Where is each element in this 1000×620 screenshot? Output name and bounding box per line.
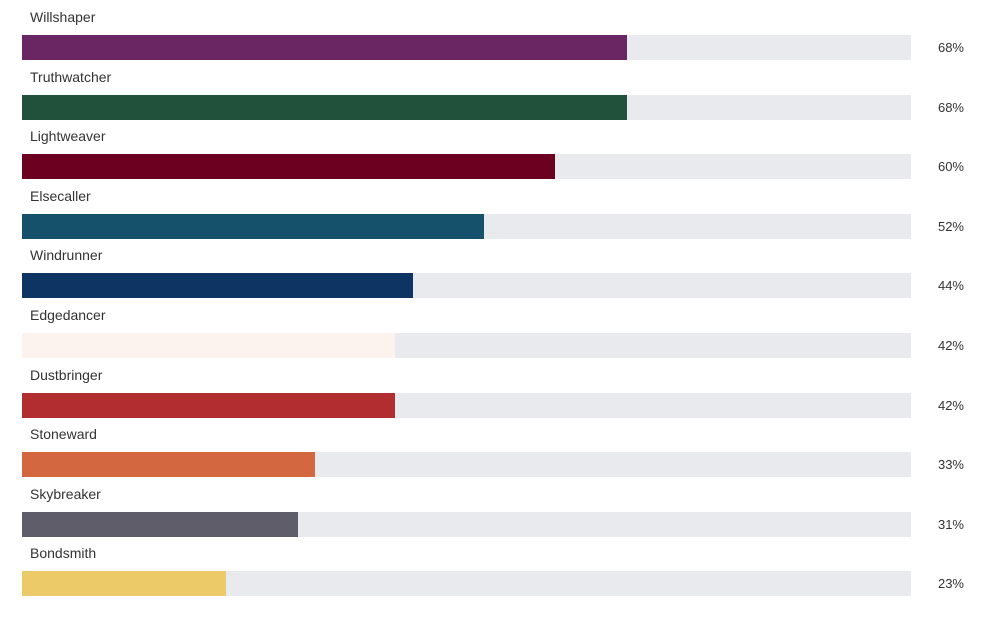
- bar-track: [22, 452, 911, 478]
- bar-track: [22, 273, 911, 299]
- category-label: Stoneward: [30, 426, 97, 443]
- bar-track: [22, 35, 911, 60]
- bar-row: Bondsmith 23%: [0, 536, 1000, 597]
- bar: [22, 35, 627, 60]
- bar: [22, 452, 316, 478]
- bar-track: [22, 392, 911, 418]
- bar-track: [22, 511, 911, 537]
- value-label: 33%: [937, 457, 964, 473]
- bar-row: Skybreaker 31%: [0, 477, 1000, 537]
- category-label: Dustbringer: [30, 366, 103, 383]
- bar-row: Edgedancer 42%: [0, 298, 1000, 358]
- bar: [22, 511, 298, 537]
- bar-track: [22, 333, 911, 358]
- bar: [22, 94, 627, 120]
- category-label: Skybreaker: [30, 485, 101, 502]
- value-label: 44%: [937, 278, 964, 294]
- value-label: 68%: [937, 40, 964, 55]
- category-label: Willshaper: [30, 9, 96, 25]
- bar-track: [22, 154, 911, 180]
- bar-row: Stoneward 33%: [0, 417, 1000, 478]
- category-label: Windrunner: [30, 247, 103, 264]
- bar-track: [22, 213, 911, 239]
- value-label: 60%: [937, 159, 964, 175]
- bar-row: Dustbringer 42%: [0, 358, 1000, 418]
- category-label: Edgedancer: [30, 307, 106, 323]
- value-label: 68%: [937, 99, 964, 115]
- bar-row: Windrunner 44%: [0, 238, 1000, 299]
- bar: [22, 273, 414, 299]
- bar-row: Lightweaver 60%: [0, 119, 1000, 180]
- bar: [22, 571, 227, 597]
- value-label: 42%: [937, 338, 964, 353]
- bar: [22, 213, 485, 239]
- category-label: Bondsmith: [30, 545, 97, 562]
- category-label: Truthwatcher: [30, 68, 112, 85]
- value-label: 23%: [937, 576, 964, 592]
- category-label: Elsecaller: [30, 187, 91, 204]
- bar-row: Willshaper 68%: [0, 0, 1000, 60]
- bar: [22, 154, 556, 180]
- value-label: 42%: [937, 397, 964, 413]
- bar-track: [22, 94, 911, 120]
- bar-track: [22, 571, 911, 597]
- bar-row: Elsecaller 52%: [0, 179, 1000, 239]
- category-label: Lightweaver: [30, 128, 106, 145]
- value-label: 52%: [937, 218, 964, 234]
- bar: [22, 333, 396, 358]
- value-label: 31%: [937, 516, 964, 532]
- bar: [22, 392, 396, 418]
- bar-row: Truthwatcher 68%: [0, 60, 1000, 120]
